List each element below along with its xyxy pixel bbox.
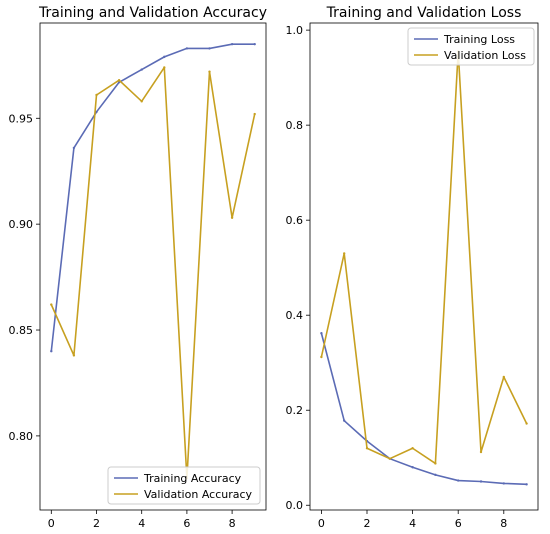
legend: Training Accuracy Validation Accuracy	[107, 466, 261, 505]
y-tick-label: 0.0	[286, 499, 304, 512]
legend-box	[107, 466, 261, 505]
validation-accuracy-line	[50, 66, 256, 480]
x-tick-label: 2	[93, 517, 100, 530]
data-point	[434, 473, 437, 477]
data-point	[502, 375, 505, 379]
training-loss-line	[320, 333, 527, 486]
data-point	[479, 450, 483, 454]
y-tick-label: 0.4	[286, 309, 304, 322]
data-point	[230, 216, 234, 219]
legend-label: Validation Loss	[444, 49, 526, 62]
data-point	[72, 354, 76, 357]
data-point	[208, 47, 211, 50]
data-point	[185, 47, 189, 50]
y-tick-label: 0.95	[9, 112, 34, 125]
x-tick-label: 4	[409, 517, 416, 530]
x-tick-label: 0	[48, 517, 55, 530]
legend-label: Training Accuracy	[143, 472, 242, 485]
data-point	[230, 42, 234, 46]
y-tick-label: 0.2	[286, 404, 304, 417]
data-point	[163, 55, 166, 59]
y-tick-label: 0.90	[9, 218, 34, 231]
data-point	[479, 480, 483, 483]
data-point	[50, 303, 53, 306]
y-tick-label: 0.8	[286, 119, 304, 132]
data-point	[95, 93, 98, 97]
data-point	[457, 479, 460, 482]
data-point	[253, 42, 256, 46]
data-point	[50, 349, 53, 353]
data-point	[163, 66, 166, 69]
x-tick-label: 8	[229, 517, 236, 530]
y-tick-label: 0.80	[9, 430, 34, 443]
data-point	[365, 447, 369, 450]
data-point	[95, 110, 98, 114]
data-point	[525, 422, 528, 425]
data-point	[411, 466, 414, 469]
accuracy-chart: Training and Validation Accuracy 0 2 4 6 8 0.8…	[9, 5, 267, 530]
chart-title: Training and Validation Loss	[326, 5, 522, 21]
data-point	[388, 457, 391, 460]
chart-title: Training and Validation Accuracy	[38, 5, 267, 21]
data-point	[343, 252, 346, 255]
data-point	[253, 112, 256, 116]
legend-label: Validation Accuracy	[144, 488, 253, 501]
data-point	[320, 332, 323, 335]
x-tick-label: 4	[138, 517, 145, 530]
data-point	[140, 68, 143, 71]
data-point	[411, 447, 414, 450]
x-tick-label: 8	[500, 517, 507, 530]
data-point	[140, 100, 143, 103]
y-tick-label: 0.6	[286, 214, 304, 227]
data-point	[343, 419, 346, 422]
data-point	[72, 146, 76, 150]
data-point	[525, 483, 528, 486]
x-tick-label: 6	[183, 517, 190, 530]
y-tick-label: 1.0	[286, 24, 304, 37]
legend-label: Training Loss	[443, 33, 515, 46]
validation-loss-line	[320, 50, 528, 465]
y-tick-label: 0.85	[9, 324, 34, 337]
data-point	[502, 482, 505, 485]
data-point	[117, 78, 121, 82]
x-tick-label: 6	[455, 517, 462, 530]
loss-chart: Training and Validation Loss 0 2 4 6 8 0.0 0.2 0…	[286, 5, 539, 530]
legend: Training Loss Validation Loss	[407, 27, 535, 66]
x-tick-label: 0	[318, 517, 325, 530]
training-accuracy-line	[50, 43, 255, 352]
legend-box	[407, 27, 535, 66]
data-point	[434, 462, 437, 465]
plot-frame	[309, 22, 539, 511]
plot-frame	[39, 22, 267, 511]
data-point	[208, 70, 211, 73]
data-point	[320, 355, 323, 359]
x-tick-label: 2	[364, 517, 371, 530]
